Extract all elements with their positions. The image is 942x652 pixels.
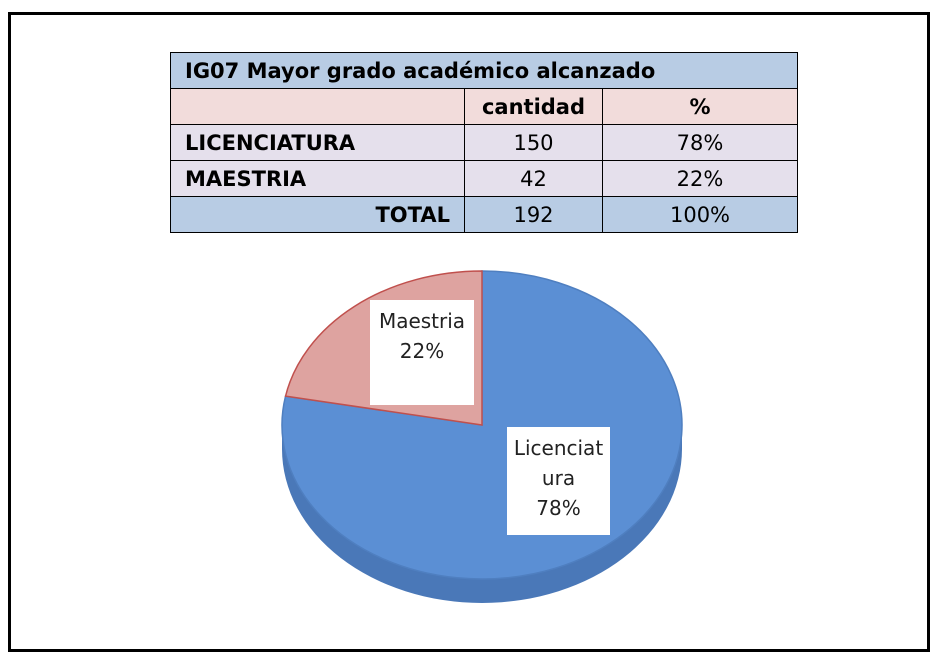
pie-chart: Licenciatura 78% Maestria 22%	[281, 270, 683, 603]
cell: 192	[464, 196, 603, 233]
cell: 78%	[602, 124, 798, 161]
data-label: Licenciatura 78%	[507, 427, 610, 535]
cell: 22%	[602, 160, 798, 197]
label-box: Licenciatura 78%	[507, 427, 610, 535]
page: IG07 Mayor grado académico alcanzado can…	[8, 12, 930, 652]
header-cell: %	[602, 88, 798, 125]
label-box: Maestria 22%	[370, 300, 474, 405]
value-label: 22%	[399, 339, 445, 363]
category-label: Maestria	[378, 309, 466, 333]
data-table: IG07 Mayor grado académico alcanzado can…	[170, 52, 798, 233]
value-label: 78%	[536, 496, 581, 520]
data-label: Maestria 22%	[370, 300, 474, 405]
row-label: TOTAL	[170, 196, 465, 233]
row-label: MAESTRIA	[170, 160, 465, 197]
header-cell	[170, 88, 465, 125]
category-label: Licenciatura	[513, 436, 604, 490]
cell: 100%	[602, 196, 798, 233]
cell: 150	[464, 124, 603, 161]
row-label: LICENCIATURA	[170, 124, 465, 161]
